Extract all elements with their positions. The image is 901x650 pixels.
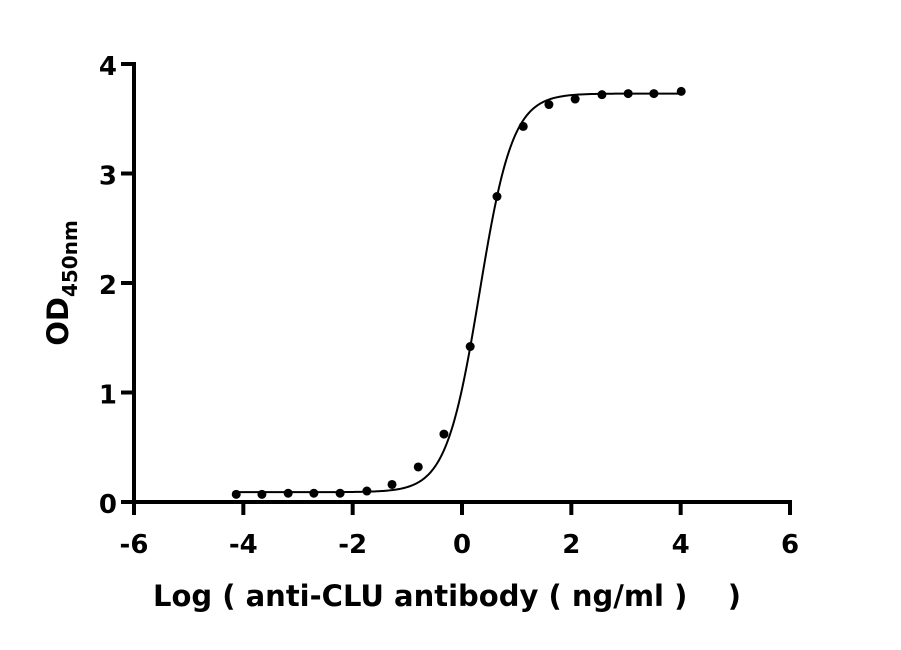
x-axis-title: Log ( anti-CLU antibody ( ng/ml ) ): [153, 579, 741, 613]
fit-curve-group: [236, 92, 682, 494]
y-tick-label: 3: [99, 162, 117, 192]
data-point: [544, 100, 554, 110]
x-tick-label: 2: [562, 530, 580, 560]
fit-curve: [236, 92, 682, 494]
y-axis-title: OD450nm: [41, 220, 82, 346]
data-point: [309, 488, 319, 498]
data-point: [257, 489, 267, 499]
y-tick-label: 1: [99, 381, 117, 411]
x-tick-label: 4: [672, 530, 690, 560]
x-tick-label: -2: [338, 530, 367, 560]
y-tick-label: 0: [99, 490, 117, 520]
data-point: [570, 94, 580, 104]
data-point: [623, 89, 633, 99]
x-tick-label: -6: [120, 530, 149, 560]
x-tick-label: 0: [453, 530, 471, 560]
data-point: [283, 488, 293, 498]
data-point: [231, 489, 241, 499]
y-tick-label: 4: [99, 52, 117, 82]
data-point: [335, 488, 345, 498]
data-point: [387, 479, 397, 489]
data-point: [465, 342, 475, 352]
data-point: [518, 121, 528, 131]
data-point: [439, 429, 449, 439]
data-point: [597, 90, 607, 100]
data-point: [492, 191, 502, 201]
y-tick-label: 2: [99, 271, 117, 301]
data-point: [676, 86, 686, 96]
data-point: [362, 486, 372, 496]
data-point: [649, 89, 659, 99]
data-point: [413, 462, 423, 472]
x-tick-label: 6: [781, 530, 799, 560]
y-axis-title-group: OD450nm: [41, 220, 82, 346]
x-tick-label: -4: [229, 530, 258, 560]
data-points: [231, 86, 686, 499]
y-axis-title-subscript: 450nm: [58, 220, 82, 297]
axes: -6 -4 -2 0 2 4 6 0 1 2 3 4: [99, 52, 799, 560]
